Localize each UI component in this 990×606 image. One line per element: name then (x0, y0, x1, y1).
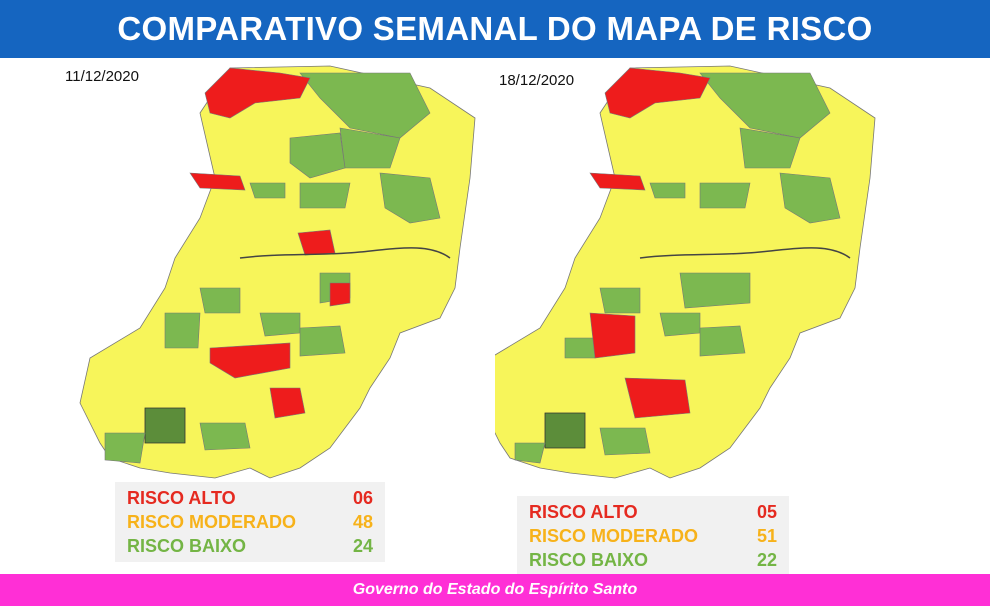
legend-label: RISCO ALTO (127, 488, 236, 508)
region-low (599, 427, 651, 456)
map-panel-week-2: 18/12/2020 RISCO ALTO 05 RISCO MODERADO … (495, 58, 990, 576)
legend-label: RISCO BAIXO (529, 550, 649, 570)
region-low (199, 422, 251, 451)
region-high (329, 282, 351, 307)
legend-row-moderate: RISCO MODERADO 51 (529, 526, 777, 548)
legend-row-high: RISCO ALTO 05 (529, 502, 777, 524)
legend-count: 51 (756, 526, 777, 546)
region-low (649, 182, 686, 199)
region-low (379, 172, 441, 224)
region-low (514, 442, 546, 464)
region-low (299, 325, 346, 357)
legend-count: 48 (352, 512, 373, 532)
region-high (589, 312, 636, 359)
region-low (249, 182, 286, 199)
risk-map-week-1 (79, 65, 476, 479)
region-low (659, 312, 701, 337)
river-line (639, 247, 851, 259)
legend-row-moderate: RISCO MODERADO 48 (127, 512, 373, 534)
page-title: COMPARATIVO SEMANAL DO MAPA DE RISCO (117, 10, 873, 47)
legend-label: RISCO MODERADO (529, 526, 699, 546)
legend-label: RISCO BAIXO (127, 536, 247, 556)
region-low (739, 127, 801, 169)
region-high (189, 172, 246, 191)
legend-row-low: RISCO BAIXO 22 (529, 550, 777, 572)
region-low (104, 432, 146, 464)
page-header: COMPARATIVO SEMANAL DO MAPA DE RISCO (0, 0, 990, 58)
region-low (779, 172, 841, 224)
region-low (199, 287, 241, 314)
footer-text: Governo do Estado do Espírito Santo (352, 581, 638, 598)
region-high (297, 229, 336, 256)
legend-count: 05 (756, 502, 777, 522)
region-high (589, 172, 646, 191)
legend-label: RISCO MODERADO (127, 512, 297, 532)
region-low (299, 182, 351, 209)
region-low (679, 272, 751, 309)
legend-label: RISCO ALTO (529, 502, 638, 522)
risk-map-week-2 (495, 65, 876, 479)
region-high (624, 377, 691, 419)
legend-count: 24 (352, 536, 373, 556)
region-low (144, 407, 186, 444)
region-low (699, 325, 746, 357)
risk-legend: RISCO ALTO 05 RISCO MODERADO 51 RISCO BA… (517, 496, 789, 576)
region-low (564, 337, 596, 359)
region-high (209, 342, 291, 379)
region-low (544, 412, 586, 449)
page-footer: Governo do Estado do Espírito Santo (0, 574, 990, 606)
risk-legend: RISCO ALTO 06 RISCO MODERADO 48 RISCO BA… (115, 482, 385, 562)
region-low (599, 287, 641, 314)
legend-count: 22 (756, 550, 777, 570)
map-date: 18/12/2020 (499, 72, 575, 89)
region-high (204, 67, 311, 119)
region-high (604, 67, 711, 119)
map-panel-week-1: 11/12/2020 RISCO ALTO 06 RIS (0, 58, 495, 574)
region-low (164, 312, 201, 349)
state-outline (79, 65, 476, 479)
legend-count: 06 (352, 488, 373, 508)
region-low (259, 312, 301, 337)
legend-row-high: RISCO ALTO 06 (127, 488, 373, 510)
map-date: 11/12/2020 (65, 68, 139, 85)
river-line (239, 247, 451, 259)
region-high (269, 387, 306, 419)
legend-row-low: RISCO BAIXO 24 (127, 536, 373, 558)
state-outline (495, 65, 876, 479)
region-low (289, 132, 346, 179)
region-low (699, 182, 751, 209)
